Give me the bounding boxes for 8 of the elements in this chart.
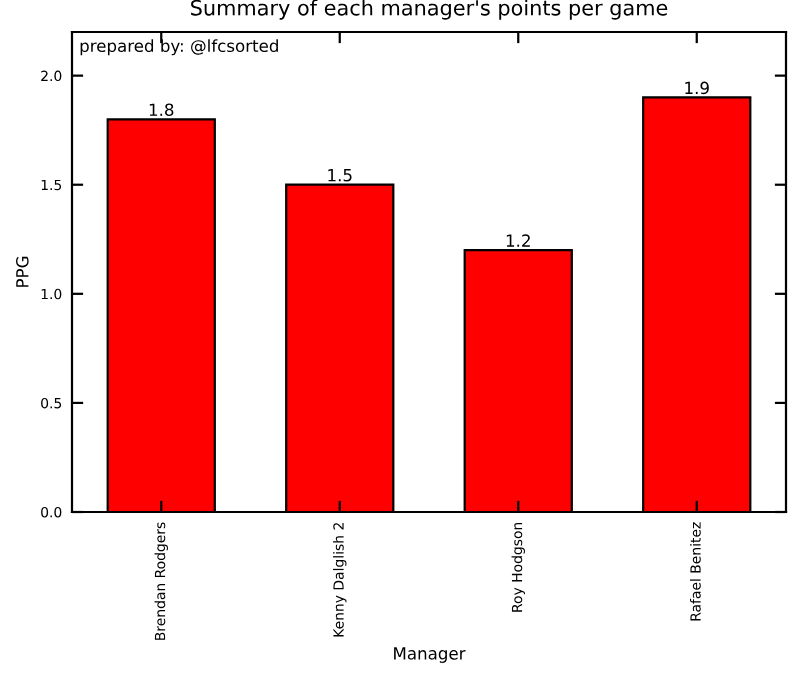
y-axis-title: PPG [16,256,29,287]
chart-title: Summary of each manager's points per game [191,0,668,20]
annotation: prepared by: @lfcsorted [80,39,278,56]
data-label: 1.9 [685,81,709,95]
data-label: 1.5 [328,169,352,182]
data-label: 1.8 [149,103,174,117]
data-label: 1.2 [506,234,530,247]
x-axis-title: Manager [394,647,466,663]
